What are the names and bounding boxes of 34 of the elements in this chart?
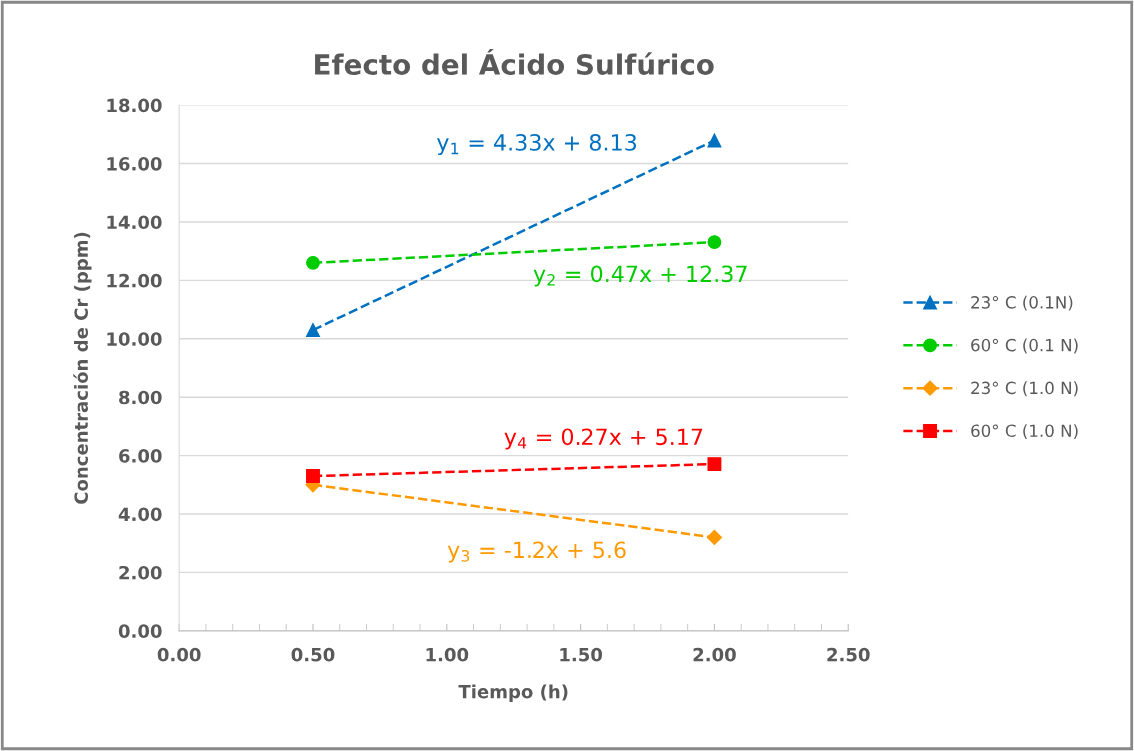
annotation: y$_{1}$ = 4.33x + 8.13 — [437, 133, 637, 156]
x-tick-label: 2.50 — [827, 647, 870, 662]
point — [306, 323, 320, 337]
chart-title: Efecto del Ácido Sulfúrico — [315, 48, 714, 75]
point — [306, 255, 320, 270]
x-tick-label: 1.00 — [426, 647, 469, 662]
y-tick-label: 14.00 — [107, 215, 162, 230]
y-tick-label: 6.00 — [119, 449, 162, 463]
y-tick-label: 10.00 — [107, 332, 162, 346]
annotation: y$_{4}$ = 0.27x + 5.17 — [504, 428, 703, 450]
x-tick-label: 2.00 — [693, 647, 736, 662]
point — [306, 469, 320, 483]
x-tick-label: 0.50 — [291, 647, 335, 662]
y-tick-label: 8.00 — [119, 390, 162, 405]
y-tick-label: 12.00 — [107, 273, 162, 288]
y-tick-label: 16.00 — [107, 157, 162, 171]
annotation: y$_{2}$ = 0.47x + 12.37 — [533, 265, 747, 287]
y-tick-label: 0.00 — [118, 624, 162, 638]
legend-label: 60° C (0.1 N) — [971, 338, 1078, 354]
x-tick-label: 0.00 — [157, 647, 201, 662]
point — [707, 457, 722, 472]
y-tick-label: 2.00 — [119, 565, 162, 580]
legend-label: 23° C (0.1N) — [971, 295, 1073, 311]
annotation: y$_{3}$ = -1.2x + 5.6 — [447, 541, 626, 563]
y-tick-label: 18.00 — [107, 98, 162, 113]
point — [706, 529, 722, 545]
legend-label: 23° C (1.0 N) — [971, 381, 1078, 397]
y-tick-label: 4.00 — [118, 507, 162, 522]
point — [707, 235, 722, 250]
x-axis-title: Tiempo (h) — [458, 684, 568, 702]
point — [707, 133, 722, 148]
x-tick-label: 1.50 — [560, 647, 603, 662]
y-axis-title: Concentración de Cr (ppm) — [73, 232, 92, 504]
legend-label: 60° C (1.0 N) — [971, 424, 1078, 439]
